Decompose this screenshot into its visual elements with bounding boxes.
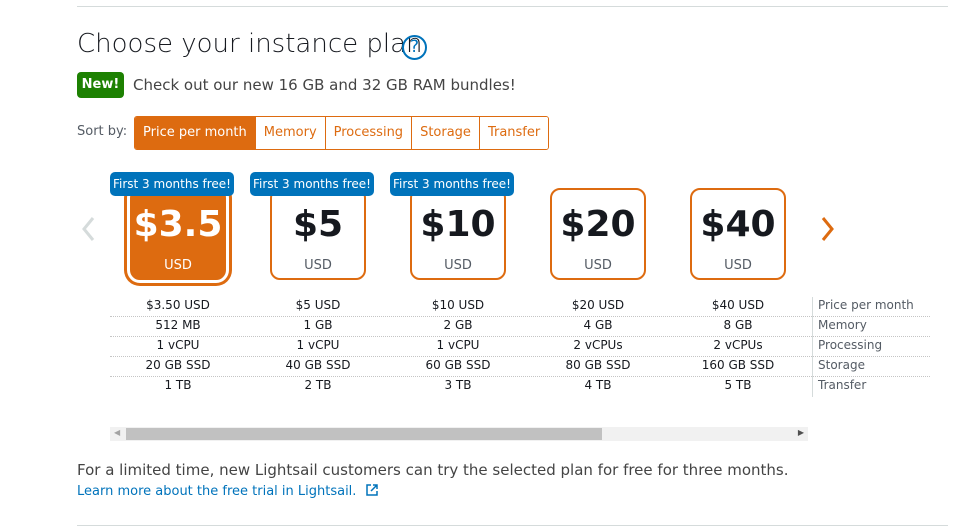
plan-detail: $10 USD [431, 298, 485, 312]
scrollbar[interactable]: ◀ ▶ [110, 427, 808, 441]
new-badge: New! [77, 72, 124, 98]
next-arrow[interactable] [818, 215, 838, 243]
plan-detail: 20 GB SSD [145, 358, 211, 372]
sort-option[interactable]: Price per month [135, 117, 255, 149]
row-separator [110, 316, 930, 317]
row-separator [110, 336, 930, 337]
sort-label: Sort by: [77, 124, 128, 139]
plan-currency: USD [584, 258, 612, 273]
row-label: Transfer [818, 378, 867, 392]
plan-currency: USD [304, 258, 332, 273]
plan-detail: $5 USD [295, 298, 341, 312]
plan-card[interactable]: $5 USD [270, 188, 366, 280]
scroll-thumb[interactable] [126, 428, 602, 440]
plan-detail: 4 GB [583, 318, 613, 332]
external-icon [365, 484, 378, 496]
title: Choose your instance plan [77, 29, 423, 59]
plan-detail: $40 USD [711, 298, 765, 312]
plan-detail: 512 MB [155, 318, 201, 332]
plan-detail: $3.50 USD [146, 298, 210, 312]
row-separator [110, 376, 930, 377]
link-text[interactable]: Learn more about the free trial in Light… [77, 484, 357, 499]
plan-badge: First 3 months free! [250, 172, 374, 196]
plan-card[interactable]: $40 USD [690, 188, 786, 280]
sort-option[interactable]: Memory [254, 117, 325, 149]
plan-detail: 1 GB [303, 318, 333, 332]
plan-detail: 40 GB SSD [285, 358, 351, 372]
plan-badge: First 3 months free! [110, 172, 234, 196]
plan-detail: 80 GB SSD [565, 358, 631, 372]
plan-detail: 2 vCPUs [573, 338, 623, 352]
plan-detail: 160 GB SSD [701, 358, 775, 372]
plan-detail: 3 TB [444, 378, 472, 392]
plan-price: $40 [700, 204, 776, 245]
plan-detail: 2 GB [443, 318, 473, 332]
help-icon[interactable]: ? [402, 35, 427, 60]
plan-detail: 1 vCPU [296, 338, 340, 352]
row-separator [110, 356, 930, 357]
sort-option[interactable]: Transfer [478, 117, 549, 149]
sort-option[interactable]: Storage [411, 117, 479, 149]
plan-card[interactable]: $3.5 USD [130, 188, 226, 280]
plan-price: $3.5 [133, 204, 223, 245]
footer-link[interactable]: Learn more about the free trial in Light… [77, 484, 378, 499]
prev-arrow[interactable] [78, 215, 98, 243]
plan-card[interactable]: $10 USD [410, 188, 506, 280]
plan-price: $20 [560, 204, 636, 245]
plan-detail: 1 vCPU [156, 338, 200, 352]
plan-detail: 8 GB [723, 318, 753, 332]
scroll-left[interactable]: ◀ [114, 428, 121, 437]
plan-currency: USD [444, 258, 472, 273]
label-separator [812, 297, 813, 397]
plan-currency: USD [724, 258, 752, 273]
plan-badge: First 3 months free! [390, 172, 514, 196]
plan-detail: 2 vCPUs [713, 338, 763, 352]
plan-price: $10 [420, 204, 496, 245]
banner-text: Check out our new 16 GB and 32 GB RAM bu… [133, 76, 516, 94]
plan-detail: 5 TB [724, 378, 752, 392]
plan-detail: 2 TB [304, 378, 332, 392]
divider [77, 6, 948, 7]
plan-detail: $20 USD [571, 298, 625, 312]
plan-detail: 1 TB [164, 378, 192, 392]
plan-detail: 60 GB SSD [425, 358, 491, 372]
plan-price: $5 [292, 204, 344, 245]
plan-card[interactable]: $20 USD [550, 188, 646, 280]
row-label: Memory [818, 318, 867, 332]
row-label: Processing [818, 338, 883, 352]
footer-text: For a limited time, new Lightsail custom… [77, 461, 789, 479]
row-label: Price per month [818, 298, 914, 312]
row-label: Storage [818, 358, 865, 372]
scroll-right[interactable]: ▶ [797, 428, 804, 437]
plan-detail: 4 TB [584, 378, 612, 392]
plan-detail: 1 vCPU [436, 338, 480, 352]
sort-options: Price per month Memory Processing Storage Tr… [134, 116, 550, 150]
plan-currency: USD [164, 258, 192, 273]
divider [77, 525, 948, 526]
sort-option[interactable]: Processing [324, 117, 412, 149]
